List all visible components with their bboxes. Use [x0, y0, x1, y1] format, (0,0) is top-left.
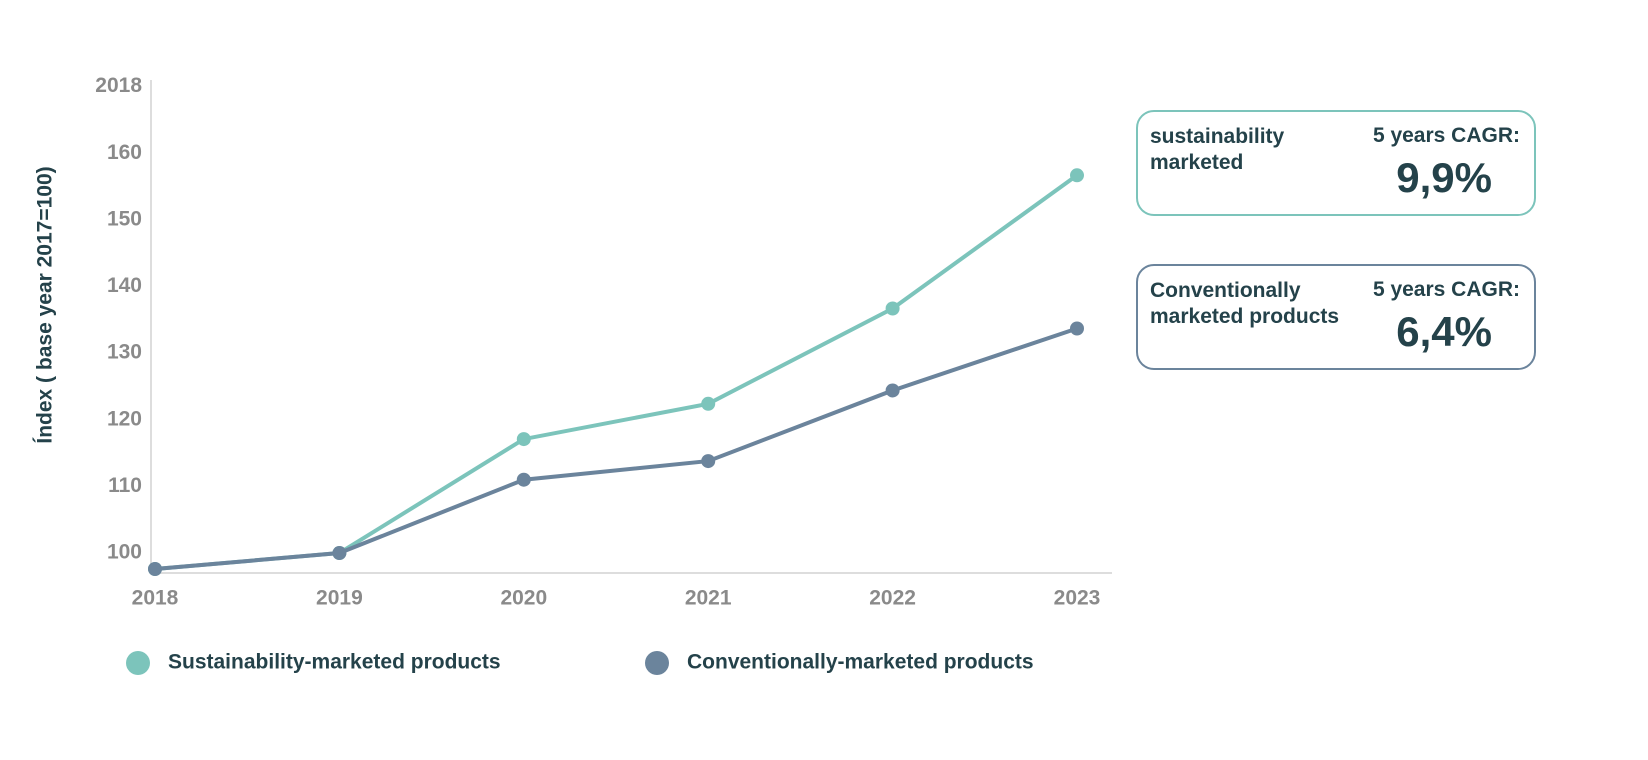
x-tick-label: 2022	[869, 587, 916, 610]
cagr-caption: 5 years CAGR:	[1372, 278, 1520, 301]
series-line	[154, 326, 1078, 571]
data-point	[1070, 168, 1084, 183]
y-tick-label: 110	[108, 474, 142, 497]
x-tick-label: 2023	[1054, 587, 1101, 610]
y-tick-label: 2018	[95, 74, 142, 97]
legend-label: Conventionally-marketed products	[687, 651, 1034, 674]
data-point	[1070, 321, 1084, 336]
y-tick-label: 130	[107, 341, 142, 364]
cagr-label: sustainability marketed	[1150, 125, 1285, 174]
data-point	[885, 301, 900, 316]
cagr-value: 6,4%	[1396, 308, 1492, 355]
data-point	[332, 546, 347, 561]
y-tick-label: 120	[107, 407, 142, 430]
x-tick-label: 2021	[685, 587, 732, 610]
y-axis-label: Índex ( base year 2017=100)	[34, 166, 57, 443]
data-point	[701, 396, 716, 411]
data-point	[701, 454, 716, 469]
y-tick-label: 140	[107, 274, 142, 297]
series-line	[154, 173, 1079, 571]
data-point	[148, 562, 162, 577]
data-point	[516, 432, 531, 447]
cagr-box: Conventionally marketed products 5 years …	[1136, 264, 1536, 370]
x-tick-label: 2019	[316, 587, 363, 610]
x-tick-label: 2020	[500, 587, 547, 610]
y-tick-label: 100	[107, 541, 142, 564]
legend-swatch	[645, 651, 669, 675]
data-point	[885, 383, 900, 398]
x-tick-label: 2018	[132, 587, 179, 610]
cagr-caption: 5 years CAGR:	[1372, 124, 1520, 147]
cagr-value: 9,9%	[1396, 154, 1492, 201]
legend-label: Sustainability-marketed products	[168, 651, 501, 674]
cagr-box: sustainability marketed 5 years CAGR: 9,9%	[1136, 110, 1536, 216]
y-tick-label: 150	[107, 207, 142, 230]
cagr-label: Conventionally marketed products	[1150, 279, 1340, 328]
legend-swatch	[126, 651, 150, 675]
y-tick-label: 160	[107, 141, 142, 164]
data-point	[516, 472, 531, 487]
